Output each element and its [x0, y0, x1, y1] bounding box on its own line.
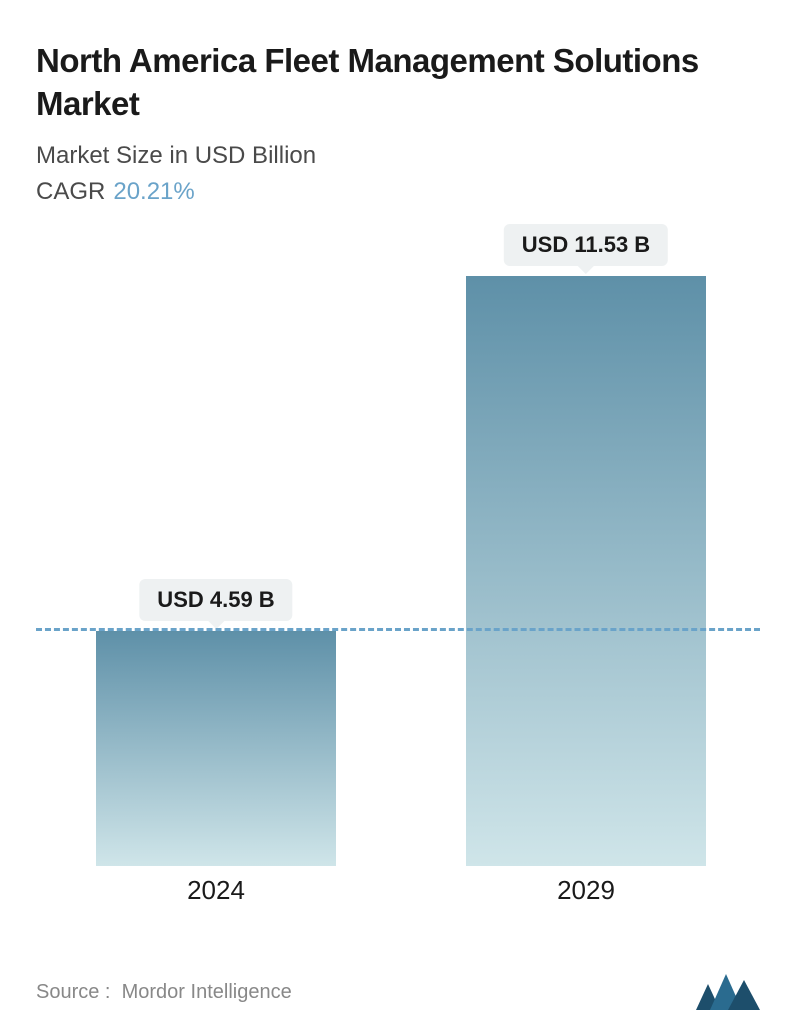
footer: Source : Mordor Intelligence — [36, 974, 760, 1010]
cagr-label: CAGR — [36, 178, 105, 205]
source-text: Source : Mordor Intelligence — [36, 981, 292, 1004]
chart-area: USD 4.59 B 2024 USD 11.53 B 2029 — [36, 226, 760, 906]
brand-logo-icon — [696, 974, 760, 1010]
source-name: Mordor Intelligence — [122, 981, 292, 1003]
x-axis-label: 2029 — [466, 875, 706, 906]
chart-title: North America Fleet Management Solutions… — [36, 40, 760, 126]
bar — [466, 276, 706, 866]
reference-dashed-line — [36, 628, 760, 631]
cagr-value: 20.21% — [113, 178, 194, 205]
bar-value-label: USD 11.53 B — [504, 224, 668, 266]
cagr-row: CAGR 20.21% — [36, 178, 760, 206]
x-axis-label: 2024 — [96, 875, 336, 906]
bar-group: USD 11.53 B — [466, 224, 706, 866]
bar-value-label: USD 4.59 B — [139, 579, 292, 621]
source-label: Source : — [36, 981, 110, 1003]
infographic-container: North America Fleet Management Solutions… — [0, 0, 796, 1034]
bar-group: USD 4.59 B — [96, 579, 336, 866]
chart-subtitle: Market Size in USD Billion — [36, 142, 760, 170]
bar — [96, 631, 336, 866]
